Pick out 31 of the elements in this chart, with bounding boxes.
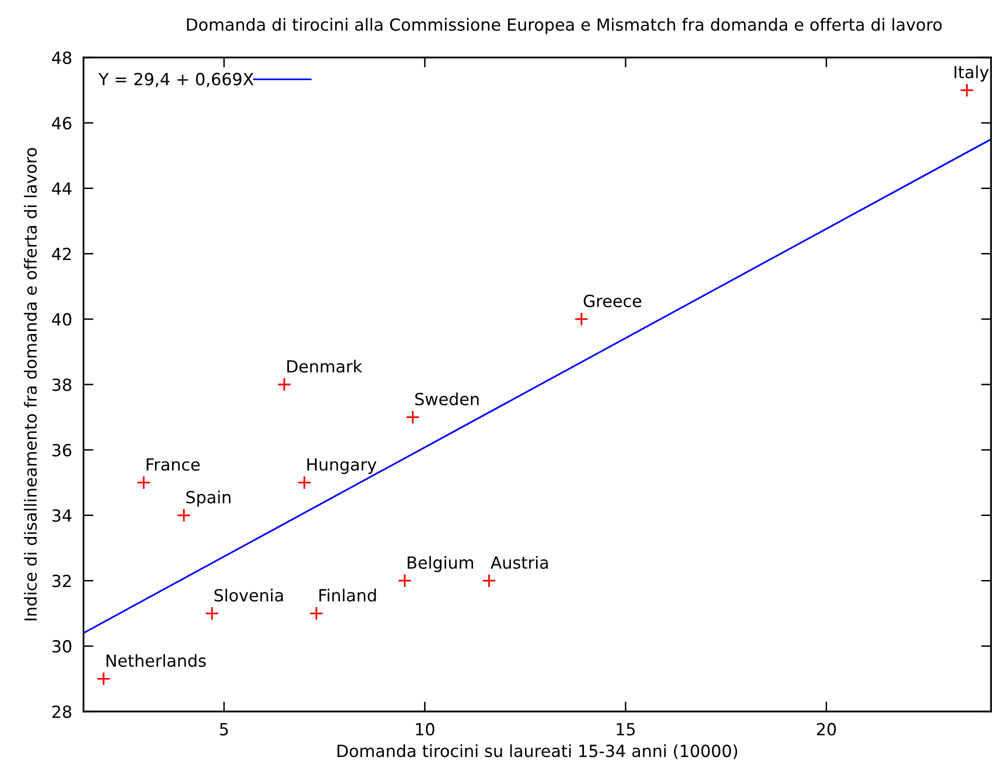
annotation: Austria bbox=[490, 556, 548, 569]
annotation: Italy bbox=[954, 65, 989, 82]
y-tick-label: 46 bbox=[52, 116, 72, 130]
y-tick-label: 28 bbox=[52, 705, 72, 718]
chart-title: Domanda di tirocini alla Commissione Europea e Mismatch fra domanda e offerta di lavoro bbox=[187, 18, 942, 34]
y-tick-label: 32 bbox=[52, 574, 71, 588]
y-tick-label: 34 bbox=[52, 509, 72, 522]
y-tick-label: 36 bbox=[52, 444, 72, 456]
x-axis-title: Domanda tirocini su laureati 15-34 anni (10000) bbox=[338, 744, 738, 760]
annotation: France bbox=[146, 458, 200, 471]
annotation: Belgium bbox=[408, 556, 474, 572]
annotation: Slovenia bbox=[214, 588, 283, 602]
annotation: Finland bbox=[319, 588, 376, 602]
y-axis-title: Indice di disallineamento fra domanda e offerta di lavoro bbox=[24, 148, 37, 620]
annotation: Greece bbox=[584, 294, 642, 308]
y-tick-label: 30 bbox=[52, 640, 72, 653]
y-tick-label: 48 bbox=[52, 51, 72, 64]
annotation: Hungary bbox=[307, 458, 376, 474]
legend-label: Y = 29,4 + 0,669X bbox=[98, 72, 254, 88]
y-tick-label: 38 bbox=[52, 378, 72, 392]
x-tick-label: 20 bbox=[816, 722, 836, 736]
x-tick-label: 5 bbox=[220, 723, 228, 736]
y-tick-label: 44 bbox=[52, 182, 72, 195]
y-tick-label: 42 bbox=[52, 248, 71, 260]
x-tick-label: 10 bbox=[416, 722, 434, 736]
annotation: Sweden bbox=[415, 392, 479, 406]
annotation: Netherlands bbox=[106, 654, 206, 667]
annotation: Spain bbox=[186, 490, 230, 507]
annotation: Denmark bbox=[287, 360, 362, 373]
x-tick-label: 15 bbox=[616, 723, 635, 736]
y-tick-label: 40 bbox=[52, 313, 72, 326]
